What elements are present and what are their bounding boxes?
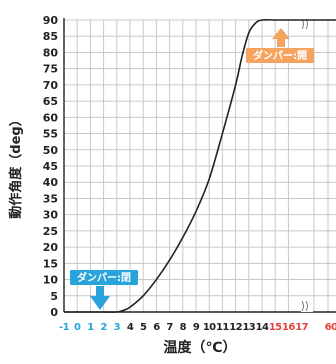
y-tick-label: 50 bbox=[43, 144, 59, 157]
x-tick-label: 7 bbox=[166, 322, 173, 333]
x-tick-label: 15 bbox=[269, 322, 282, 333]
y-tick-label: 85 bbox=[43, 30, 58, 43]
y-tick-label: 75 bbox=[43, 63, 58, 76]
y-tick-label: 70 bbox=[43, 79, 59, 92]
x-tick-label: 5 bbox=[140, 322, 147, 333]
y-tick-label: 60 bbox=[43, 111, 59, 124]
axis-break-mark bbox=[301, 300, 304, 312]
damper-closed-label-box bbox=[70, 270, 138, 285]
x-tick-label: 12 bbox=[229, 322, 242, 333]
series-line bbox=[63, 18, 336, 313]
plot-area bbox=[63, 18, 336, 313]
x-tick-label: 3 bbox=[114, 322, 121, 333]
y-tick-label: 10 bbox=[43, 274, 59, 287]
y-tick-label: 25 bbox=[43, 225, 58, 238]
x-tick-label: 0 bbox=[74, 322, 81, 333]
y-tick-label: 30 bbox=[43, 209, 59, 222]
x-tick-label: 8 bbox=[180, 322, 187, 333]
x-tick-label: 17 bbox=[295, 322, 308, 333]
x-axis-title: 温度（℃） bbox=[164, 339, 237, 356]
x-tick-label: 13 bbox=[242, 322, 255, 333]
x-tick-label: 16 bbox=[282, 322, 295, 333]
x-tick-label: 10 bbox=[203, 322, 216, 333]
arrow-up-icon bbox=[272, 28, 290, 47]
damper-closed-label: ダンパー:閉 bbox=[77, 271, 131, 284]
axis-break-mark bbox=[305, 300, 308, 312]
y-tick-label: 20 bbox=[43, 241, 59, 254]
grid bbox=[63, 19, 336, 313]
x-tick-label: 11 bbox=[216, 322, 229, 333]
x-tick-label: 14 bbox=[256, 322, 269, 333]
x-tick-label: 6 bbox=[153, 322, 160, 333]
y-tick-label: 40 bbox=[43, 176, 59, 189]
y-tick-label: 5 bbox=[50, 290, 58, 303]
arrow-down-icon bbox=[90, 286, 110, 310]
x-tick-label: 2 bbox=[100, 322, 107, 333]
damper-open-label: ダンパー:開 bbox=[253, 49, 307, 62]
x-tick-label: 4 bbox=[127, 322, 134, 333]
y-tick-label: 35 bbox=[43, 192, 58, 205]
y-tick-label: 45 bbox=[43, 160, 58, 173]
y-tick-label: 65 bbox=[43, 95, 58, 108]
y-axis-title: 動作角度（deg） bbox=[8, 113, 24, 218]
x-tick-label: 1 bbox=[87, 322, 94, 333]
y-tick-label: 55 bbox=[43, 128, 58, 141]
y-tick-label: 0 bbox=[50, 306, 58, 319]
y-tick-label: 15 bbox=[43, 257, 58, 270]
x-tick-label: -1 bbox=[59, 322, 70, 333]
y-tick-label: 80 bbox=[43, 46, 59, 59]
x-tick-label: 60 bbox=[325, 322, 336, 333]
x-tick-label: 9 bbox=[193, 322, 200, 333]
damper-open-label-box bbox=[246, 48, 314, 63]
y-tick-label: 90 bbox=[43, 14, 59, 27]
